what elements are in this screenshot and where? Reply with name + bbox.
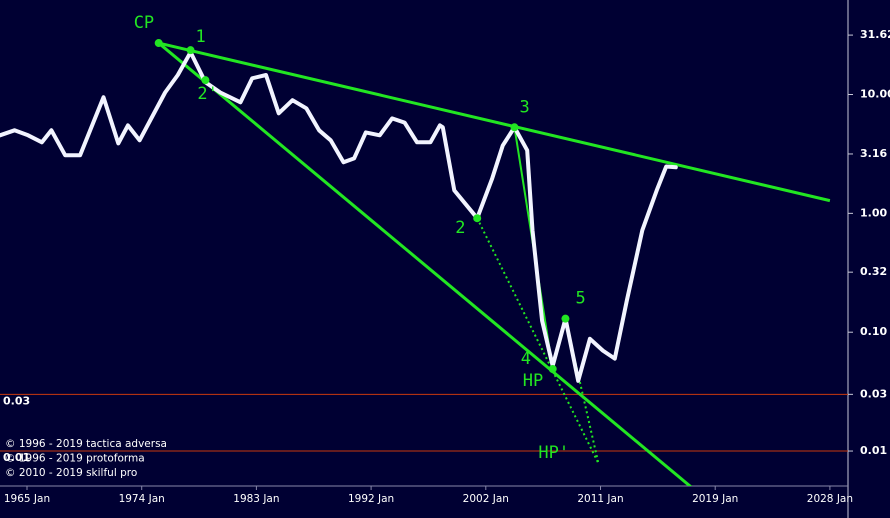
trendline bbox=[476, 217, 600, 464]
annotation-dot bbox=[186, 46, 195, 55]
y-tick-label: 10.00 bbox=[860, 88, 890, 101]
level-label: 0.01 bbox=[3, 451, 30, 464]
annotation-dot bbox=[473, 214, 482, 223]
y-tick-label: 0.03 bbox=[860, 387, 887, 400]
annotation-label: 3 bbox=[519, 97, 529, 117]
y-tick-label: 3.16 bbox=[860, 147, 887, 160]
annotation-label: 4 bbox=[521, 349, 531, 369]
copyright-note: © 1996 - 2019 protoforma bbox=[5, 453, 145, 465]
annotation-label: 2' bbox=[197, 84, 217, 104]
y-tick-label: 0.32 bbox=[860, 265, 887, 278]
x-tick-label: 1983 Jan bbox=[233, 493, 279, 505]
x-tick-label: 2028 Jan bbox=[807, 493, 853, 505]
annotation-dot bbox=[154, 39, 163, 48]
y-tick-label: 0.01 bbox=[860, 444, 887, 457]
x-tick-label: 2011 Jan bbox=[577, 493, 623, 505]
annotation-label: 2 bbox=[455, 218, 465, 238]
annotation-dot bbox=[201, 76, 210, 85]
annotation-label: 1 bbox=[196, 27, 206, 47]
trendline bbox=[157, 41, 693, 486]
annotation-label: HP' bbox=[538, 443, 569, 463]
annotation-dot bbox=[510, 123, 519, 132]
plot-area bbox=[0, 39, 848, 486]
trendline bbox=[158, 41, 831, 203]
y-tick-label: 0.10 bbox=[860, 325, 887, 338]
annotation-dot bbox=[561, 314, 570, 323]
annotation-label: HP bbox=[523, 371, 543, 391]
copyright-note: © 1996 - 2019 tactica adversa bbox=[5, 438, 167, 450]
x-tick-label: 1992 Jan bbox=[348, 493, 394, 505]
y-tick-label: 1.00 bbox=[860, 206, 887, 219]
x-tick-label: 2019 Jan bbox=[692, 493, 738, 505]
y-tick-label: 31.62 bbox=[860, 28, 890, 41]
copyright-note: © 2010 - 2019 skilful pro bbox=[5, 467, 137, 479]
x-tick-label: 1974 Jan bbox=[119, 493, 165, 505]
level-label: 0.03 bbox=[3, 394, 30, 407]
x-tick-label: 2002 Jan bbox=[463, 493, 509, 505]
price-line bbox=[0, 50, 678, 383]
annotation-dot bbox=[548, 365, 557, 374]
annotation-label: 5 bbox=[575, 289, 585, 309]
x-tick-label: 1965 Jan bbox=[4, 493, 50, 505]
annotation-label: CP bbox=[134, 13, 154, 33]
